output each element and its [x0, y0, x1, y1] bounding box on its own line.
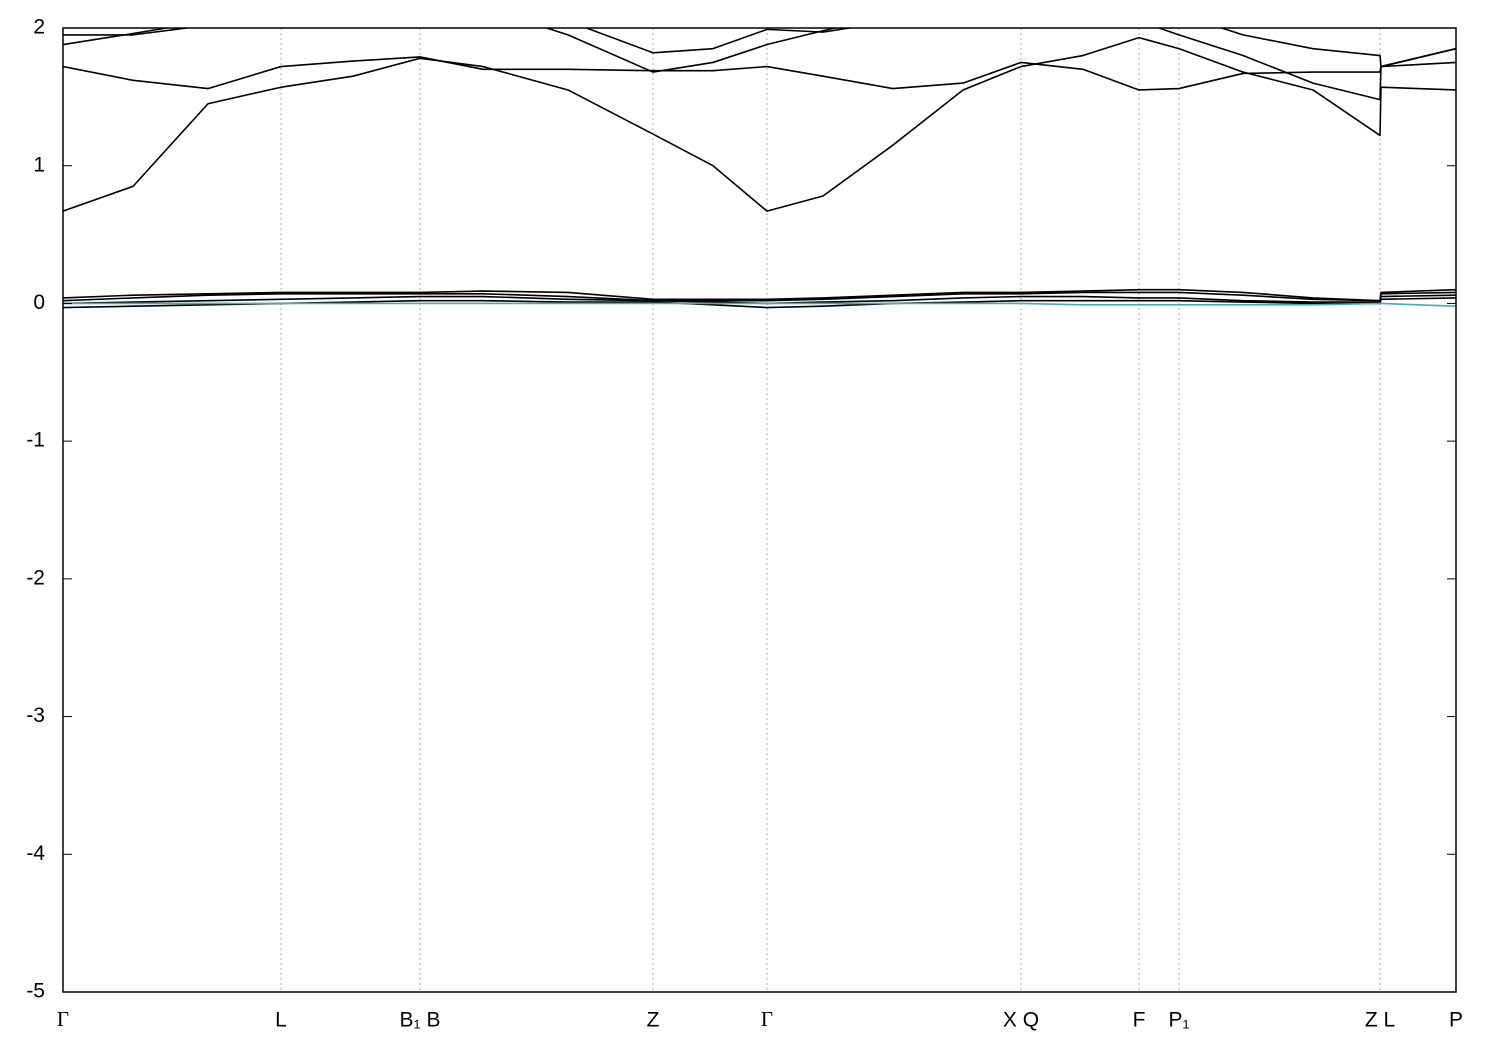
band-line: [63, 28, 1456, 68]
bands-layer: [63, 28, 1456, 309]
x-tick-label: P: [1449, 1009, 1463, 1032]
x-tick-label: P₁: [1168, 1009, 1189, 1032]
band-line: [63, 302, 1456, 307]
y-tick-label: 2: [33, 16, 45, 39]
x-tick-label: Z L: [1365, 1009, 1395, 1032]
x-tick-label: X Q: [1003, 1009, 1039, 1032]
y-tick-label: 0: [33, 291, 45, 314]
x-tick-label: Γ: [761, 1007, 773, 1031]
band-line: [63, 294, 1456, 305]
band-line: [63, 297, 1456, 309]
x-tick-label: L: [275, 1009, 287, 1032]
band-line: [63, 47, 1456, 91]
band-line: [63, 28, 1456, 101]
band-line: [63, 36, 1456, 212]
x-tick-label: B₁ B: [400, 1009, 441, 1032]
y-tick-label: -5: [26, 980, 45, 1003]
y-tick-label: -4: [26, 842, 45, 865]
x-tick-label: F: [1133, 1009, 1146, 1032]
y-tick-label: -2: [26, 566, 45, 589]
band-line: [63, 291, 1456, 302]
grid-layer: [62, 28, 1457, 992]
y-tick-label: 1: [33, 153, 45, 176]
y-tick-label: -3: [26, 704, 45, 727]
axes-layer: -5 -4 -3 -2 -1 0 1 2 Γ L B₁ B Z Γ X Q F P₁ Z L P: [26, 16, 1463, 1032]
x-tick-label: Γ: [57, 1007, 69, 1031]
y-tick-label: -1: [26, 429, 45, 452]
plot-frame: [62, 27, 1457, 993]
x-tick-label: Z: [647, 1009, 660, 1032]
band-line: [63, 288, 1456, 302]
